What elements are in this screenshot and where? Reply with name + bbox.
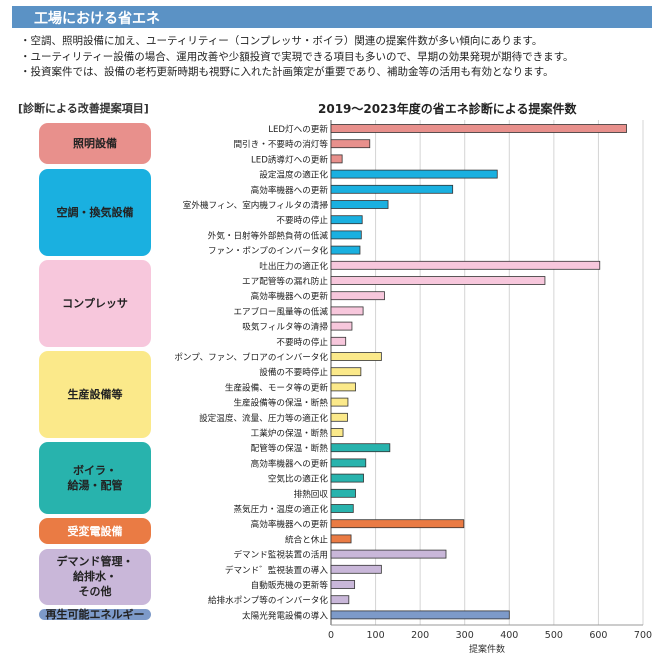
bar [330, 504, 354, 513]
bar [330, 382, 356, 392]
category-label: 設備の不要時停止 [259, 366, 328, 378]
bar [330, 200, 389, 209]
section-header: 工場における省エネ [12, 6, 652, 28]
category-label: 設定温度、流量、圧力等の適正化 [199, 412, 328, 424]
x-axis-label: 提案件数 [469, 643, 505, 655]
bar [330, 336, 347, 346]
x-tick-label: 300 [456, 630, 474, 641]
category-label: 排熱回収 [294, 488, 329, 500]
bar [330, 276, 546, 285]
category-label: 吐出圧力の適正化 [259, 260, 328, 272]
category-label: LED灯への更新 [268, 123, 328, 135]
bullet-item: ・ユーティリティー設備の場合、運用改善や少額投資で実現できる項目も多いので、早期… [20, 50, 574, 63]
category-label: LED誘導灯への更新 [251, 153, 328, 165]
bar [330, 580, 356, 589]
bar [330, 169, 498, 179]
section-title: 工場における省エネ [34, 11, 160, 27]
x-tick-label: 700 [634, 630, 652, 641]
bar [330, 397, 349, 407]
category-box: デマンド管理・ 給排水・ その他 [39, 548, 151, 606]
bullet-item: ・投資案件では、設備の老朽更新時期も視野に入れた計画策定が重要であり、補助金等の… [20, 66, 554, 78]
category-label: 高効率機器への更新 [251, 518, 329, 530]
bar [330, 473, 364, 483]
bar [330, 534, 352, 544]
bar [330, 564, 382, 574]
bar [330, 488, 356, 498]
bar [330, 154, 343, 164]
category-label: 太陽光発電設備の導入 [242, 609, 328, 621]
improvement-items-title: [診断による改善提案項目] [18, 102, 149, 115]
bar [330, 458, 367, 468]
x-tick-label: 0 [328, 630, 334, 641]
bar [330, 595, 350, 605]
bar [330, 352, 382, 361]
x-tick-label: 500 [545, 630, 563, 641]
category-label: 吸気フィルタ等の清掃 [242, 321, 328, 333]
category-box: 再生可能エネルギー [39, 608, 151, 621]
category-label: 統合と休止 [285, 533, 328, 545]
category-label: 外気・日射等外部熱負荷の低減 [208, 229, 329, 241]
category-label: 給排水ポンプ等のインバータ化 [208, 594, 328, 606]
x-tick-label: 200 [411, 630, 429, 641]
bar [330, 549, 447, 559]
category-label: 不要時の停止 [276, 214, 328, 226]
category-label: 高効率機器への更新 [251, 290, 329, 302]
category-label: 高効率機器への更新 [251, 457, 329, 469]
category-label: 不要時の停止 [276, 336, 328, 348]
x-tick-label: 400 [500, 630, 518, 641]
category-label: 室外機フィン、室内機フィルタの清掃 [183, 199, 329, 211]
category-box: 空調・換気設備 [39, 168, 151, 256]
bar [330, 124, 627, 133]
x-tick-label: 100 [367, 630, 385, 641]
bar [330, 610, 510, 620]
bar [330, 260, 601, 270]
bullet-item: ・空調、照明設備に加え、ユーティリティー（コンプレッサ・ボイラ）関連の提案件数が… [20, 35, 543, 47]
bar [330, 215, 363, 225]
bar [330, 184, 454, 194]
bar [330, 412, 348, 422]
bar [330, 367, 362, 377]
category-box: 生産設備等 [39, 350, 151, 439]
category-label: デマンド監視装置の活用 [233, 549, 328, 561]
category-box: 照明設備 [39, 122, 151, 165]
chart-title: 2019～2023年度の省エネ診断による提案件数 [318, 102, 577, 116]
category-label: 蒸気圧力・温度の適正化 [233, 503, 328, 515]
category-label: 配管等の保温・断熱 [251, 442, 329, 454]
category-label: デマンド゛監視装置の導入 [225, 564, 329, 576]
category-label: ファン・ポンプのインバータ化 [208, 245, 328, 257]
bar [330, 443, 391, 453]
category-box: ボイラ・ 給湯・配管 [39, 442, 151, 515]
bar [330, 519, 465, 529]
category-label: 工業炉の保温・断熱 [251, 427, 329, 439]
bar [330, 230, 362, 240]
bar [330, 245, 361, 255]
category-label: エアブロー風量等の低減 [233, 305, 328, 317]
category-label: 空気比の適正化 [268, 473, 329, 485]
x-tick-label: 600 [589, 630, 607, 641]
bullet-list: ・空調、照明設備に加え、ユーティリティー（コンプレッサ・ボイラ）関連の提案件数が… [20, 34, 656, 81]
category-label: ポンプ、ファン、ブロアのインバータ化 [174, 351, 328, 363]
category-label: 高効率機器への更新 [251, 184, 329, 196]
category-box: 受変電設備 [39, 518, 151, 545]
category-label: 生産設備等の保温・断熱 [233, 397, 328, 409]
bar [330, 306, 364, 316]
category-label: エア配管等の漏れ防止 [242, 275, 328, 287]
bar [330, 428, 344, 437]
category-label: 自動販売機の更新等 [251, 579, 329, 591]
category-box: コンプレッサ [39, 259, 151, 347]
category-label: 設定温度の適正化 [259, 169, 328, 181]
bar [330, 321, 353, 331]
bar [330, 139, 371, 149]
bar [330, 291, 385, 301]
category-label: 間引き・不要時の消灯等 [233, 138, 328, 150]
category-label: 生産設備、モータ等の更新 [225, 381, 329, 393]
